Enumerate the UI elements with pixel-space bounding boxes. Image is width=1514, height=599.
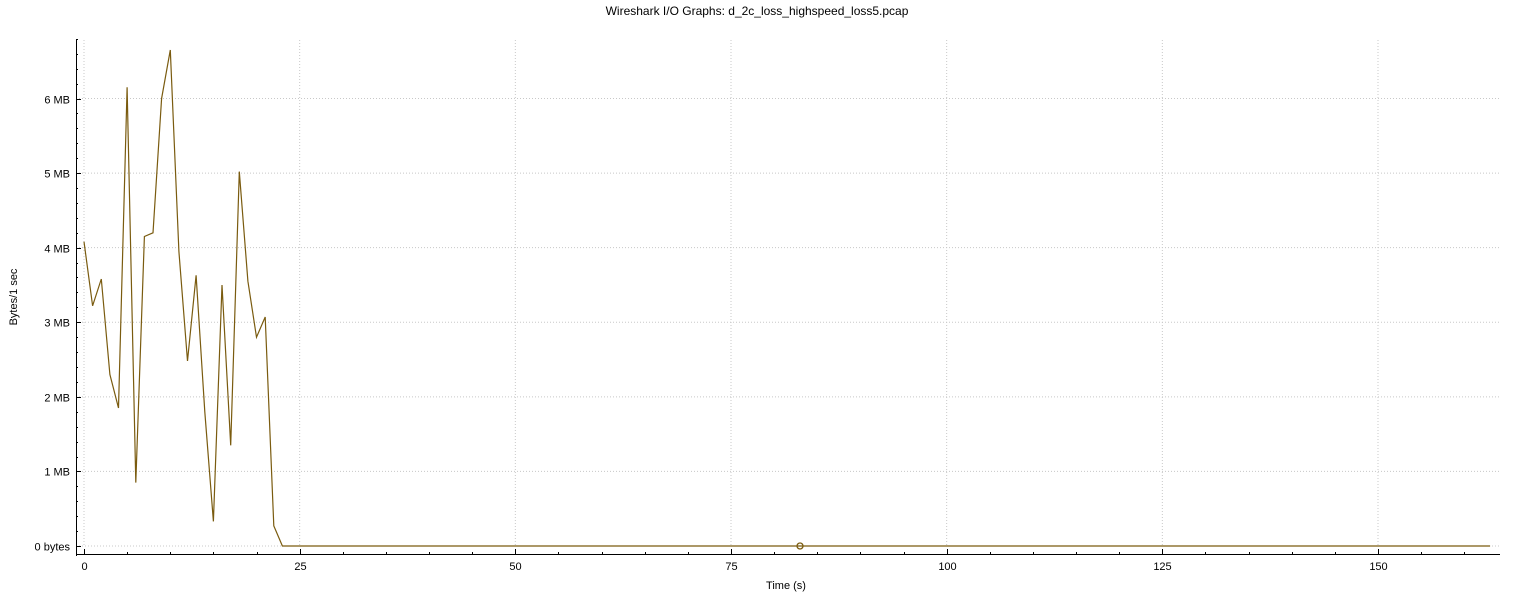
grid-lines [76,40,1500,547]
series-layer [83,49,1491,550]
x-tick-label: 25 [294,561,306,573]
y-tick-label: 3 MB [44,318,70,330]
axes [76,40,1500,556]
y-tick-label: 5 MB [44,169,70,181]
y-tick-label: 6 MB [44,95,70,107]
x-axis-label: Time (s) [766,580,806,592]
chart-title: Wireshark I/O Graphs: d_2c_loss_highspee… [606,4,909,18]
y-tick-label: 2 MB [44,393,70,405]
y-tick-label: 4 MB [44,244,70,256]
y-axis-label: Bytes/1 sec [8,268,20,325]
x-tick-label: 75 [725,561,737,573]
series-line [83,49,1491,547]
x-tick-label: 100 [938,561,956,573]
y-tick-label: 0 bytes [35,542,71,554]
x-tick-label: 150 [1369,561,1387,573]
y-tick-label: 1 MB [44,467,70,479]
x-tick-label: 125 [1153,561,1171,573]
series-marker [796,542,804,550]
x-tick-label: 0 [81,561,87,573]
ticks: 0 bytes 1 MB 2 MB 3 MB 4 MB 5 MB 6 MB 0 25 50 75 10… [35,39,1465,573]
x-tick-label: 50 [509,561,521,573]
